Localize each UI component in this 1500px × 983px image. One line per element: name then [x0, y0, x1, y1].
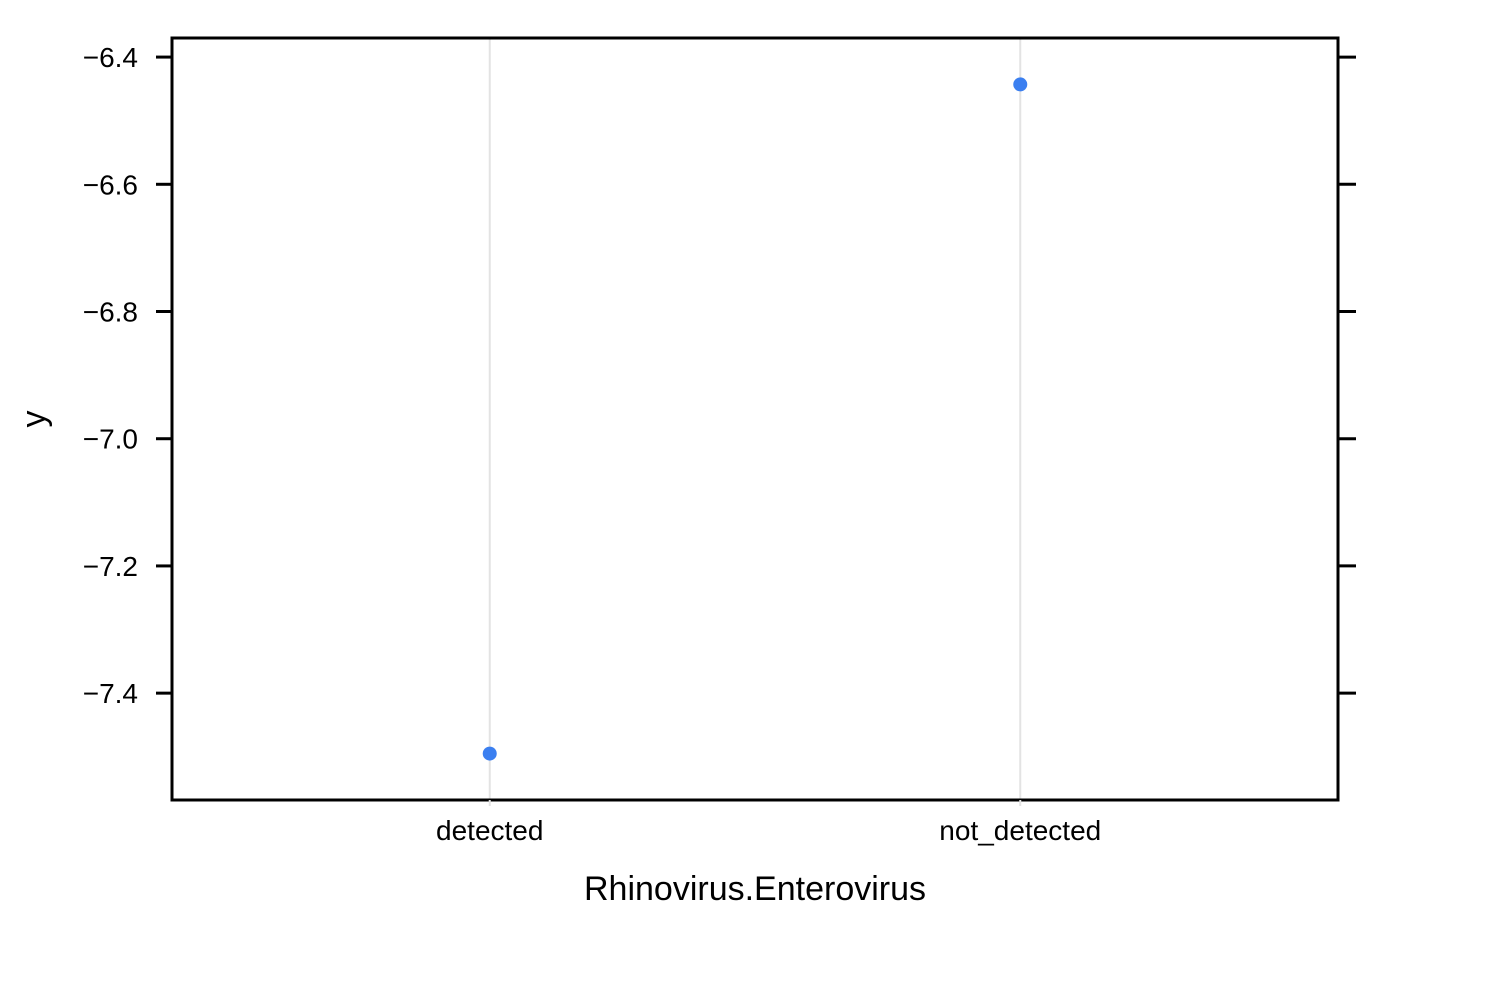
y-tick-label: −6.6 — [83, 169, 138, 200]
y-axis-title: y — [15, 411, 53, 428]
x-axis-title: Rhinovirus.Enterovirus — [584, 870, 926, 908]
y-tick-label: −6.8 — [83, 297, 138, 328]
y-tick-label: −7.2 — [83, 551, 138, 582]
data-point — [482, 746, 497, 761]
data-point — [1013, 77, 1028, 92]
x-tick-label: not_detected — [939, 815, 1101, 846]
y-tick-label: −6.4 — [83, 42, 138, 73]
data-points — [482, 77, 1028, 761]
y-axis-ticks: −6.4 −6.6 −6.8 −7.0 −7.2 −7.4 — [83, 42, 1356, 709]
grid-layer — [488, 38, 1022, 800]
plot-frame — [170, 36, 1340, 802]
x-axis-ticks: detected not_detected — [436, 800, 1101, 846]
y-tick-label: −7.4 — [83, 678, 138, 709]
x-tick-label: detected — [436, 815, 543, 846]
y-tick-label: −7.0 — [83, 424, 138, 455]
